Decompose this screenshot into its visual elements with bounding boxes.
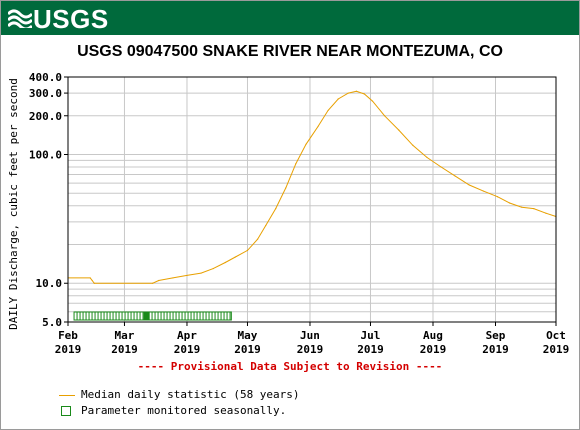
- median-data-point: [412, 144, 414, 146]
- seasonal-band-marker: [143, 312, 150, 320]
- median-data-point: [363, 93, 366, 95]
- median-data-point: [172, 277, 174, 279]
- x-tick-label-month: Sep: [486, 329, 506, 342]
- x-tick-label-year: 2019: [55, 343, 82, 356]
- tick-layer: Feb2019Mar2019Apr2019May2019Jun2019Jul20…: [29, 71, 569, 356]
- median-data-point: [482, 190, 485, 192]
- legend-line-swatch: [59, 394, 75, 396]
- x-tick-label-month: Oct: [546, 329, 566, 342]
- median-data-point: [265, 225, 267, 227]
- seasonal-band: [73, 311, 232, 321]
- median-data-point: [371, 100, 374, 102]
- x-tick-label-month: Feb: [58, 329, 78, 342]
- x-tick-label-year: 2019: [420, 343, 447, 356]
- x-tick-label-year: 2019: [297, 343, 324, 356]
- median-data-point: [152, 282, 154, 284]
- y-tick-label: 300.0: [29, 87, 62, 100]
- provisional-note: ---- Provisional Data Subject to Revisio…: [137, 360, 443, 373]
- x-tick-label-month: Aug: [423, 329, 443, 342]
- x-tick-label-year: 2019: [234, 343, 261, 356]
- median-series-line: [68, 90, 557, 284]
- x-tick-label-year: 2019: [174, 343, 201, 356]
- median-data-point: [224, 261, 226, 264]
- median-data-point: [545, 212, 547, 214]
- y-tick-label: 400.0: [29, 71, 62, 84]
- median-data-point: [200, 272, 202, 274]
- band-layer: [73, 311, 232, 321]
- y-tick-label: 200.0: [29, 110, 62, 123]
- median-data-point: [440, 166, 442, 168]
- grid-layer: [67, 76, 557, 323]
- median-data-point: [426, 156, 428, 158]
- median-data-point: [347, 92, 349, 94]
- median-data-point: [496, 196, 499, 198]
- x-tick-label-month: Jun: [300, 329, 320, 342]
- median-data-point: [295, 162, 297, 165]
- median-data-point: [158, 279, 160, 282]
- x-tick-label-year: 2019: [482, 343, 509, 356]
- y-tick-label: 10.0: [36, 277, 63, 290]
- chart-title: USGS 09047500 SNAKE RIVER NEAR MONTEZUMA…: [77, 43, 503, 60]
- x-tick-label-month: Apr: [177, 329, 197, 342]
- median-data-point: [383, 115, 386, 117]
- median-data-point: [186, 274, 188, 277]
- plot-frame: [67, 76, 557, 323]
- median-data-point: [355, 90, 357, 92]
- median-data-point: [256, 238, 259, 240]
- y-tick-label: 5.0: [42, 316, 62, 329]
- y-tick-label: 100.0: [29, 149, 62, 162]
- x-tick-label-year: 2019: [111, 343, 138, 356]
- median-data-point: [285, 187, 287, 189]
- x-tick-label-month: Jul: [361, 329, 381, 342]
- median-data-point: [234, 256, 236, 258]
- x-tick-label-year: 2019: [357, 343, 384, 356]
- median-data-point: [533, 208, 535, 210]
- median-data-point: [317, 125, 319, 128]
- series-layer: [67, 90, 557, 284]
- legend-box-swatch: [61, 406, 71, 416]
- median-data-point: [454, 175, 456, 177]
- legend-label-median: Median daily statistic (58 years): [81, 388, 300, 401]
- median-data-point: [275, 208, 277, 210]
- median-data-point: [212, 267, 214, 270]
- median-data-point: [93, 282, 95, 284]
- median-data-point: [327, 109, 329, 112]
- usgs-logo-text: USGS: [33, 4, 109, 34]
- median-data-point: [398, 129, 400, 131]
- median-data-point: [521, 206, 523, 208]
- y-axis-label: DAILY Discharge, cubic feet per second: [7, 78, 20, 330]
- legend-label-seasonal: Parameter monitored seasonally.: [81, 404, 287, 417]
- usgs-banner: USGS: [1, 1, 579, 35]
- legend-item-median: Median daily statistic (58 years): [59, 388, 300, 402]
- median-data-point: [509, 202, 511, 204]
- median-data-point: [89, 277, 91, 279]
- median-data-point: [91, 279, 93, 282]
- median-data-point: [468, 184, 470, 186]
- x-tick-label-month: Mar: [115, 329, 135, 342]
- legend-item-seasonal: Parameter monitored seasonally.: [59, 404, 286, 418]
- median-data-point: [305, 143, 307, 145]
- median-data-point: [246, 249, 249, 251]
- usgs-wave-icon: [8, 9, 32, 28]
- median-data-point: [337, 98, 339, 100]
- x-tick-label-year: 2019: [543, 343, 570, 356]
- x-tick-label-month: May: [238, 329, 258, 342]
